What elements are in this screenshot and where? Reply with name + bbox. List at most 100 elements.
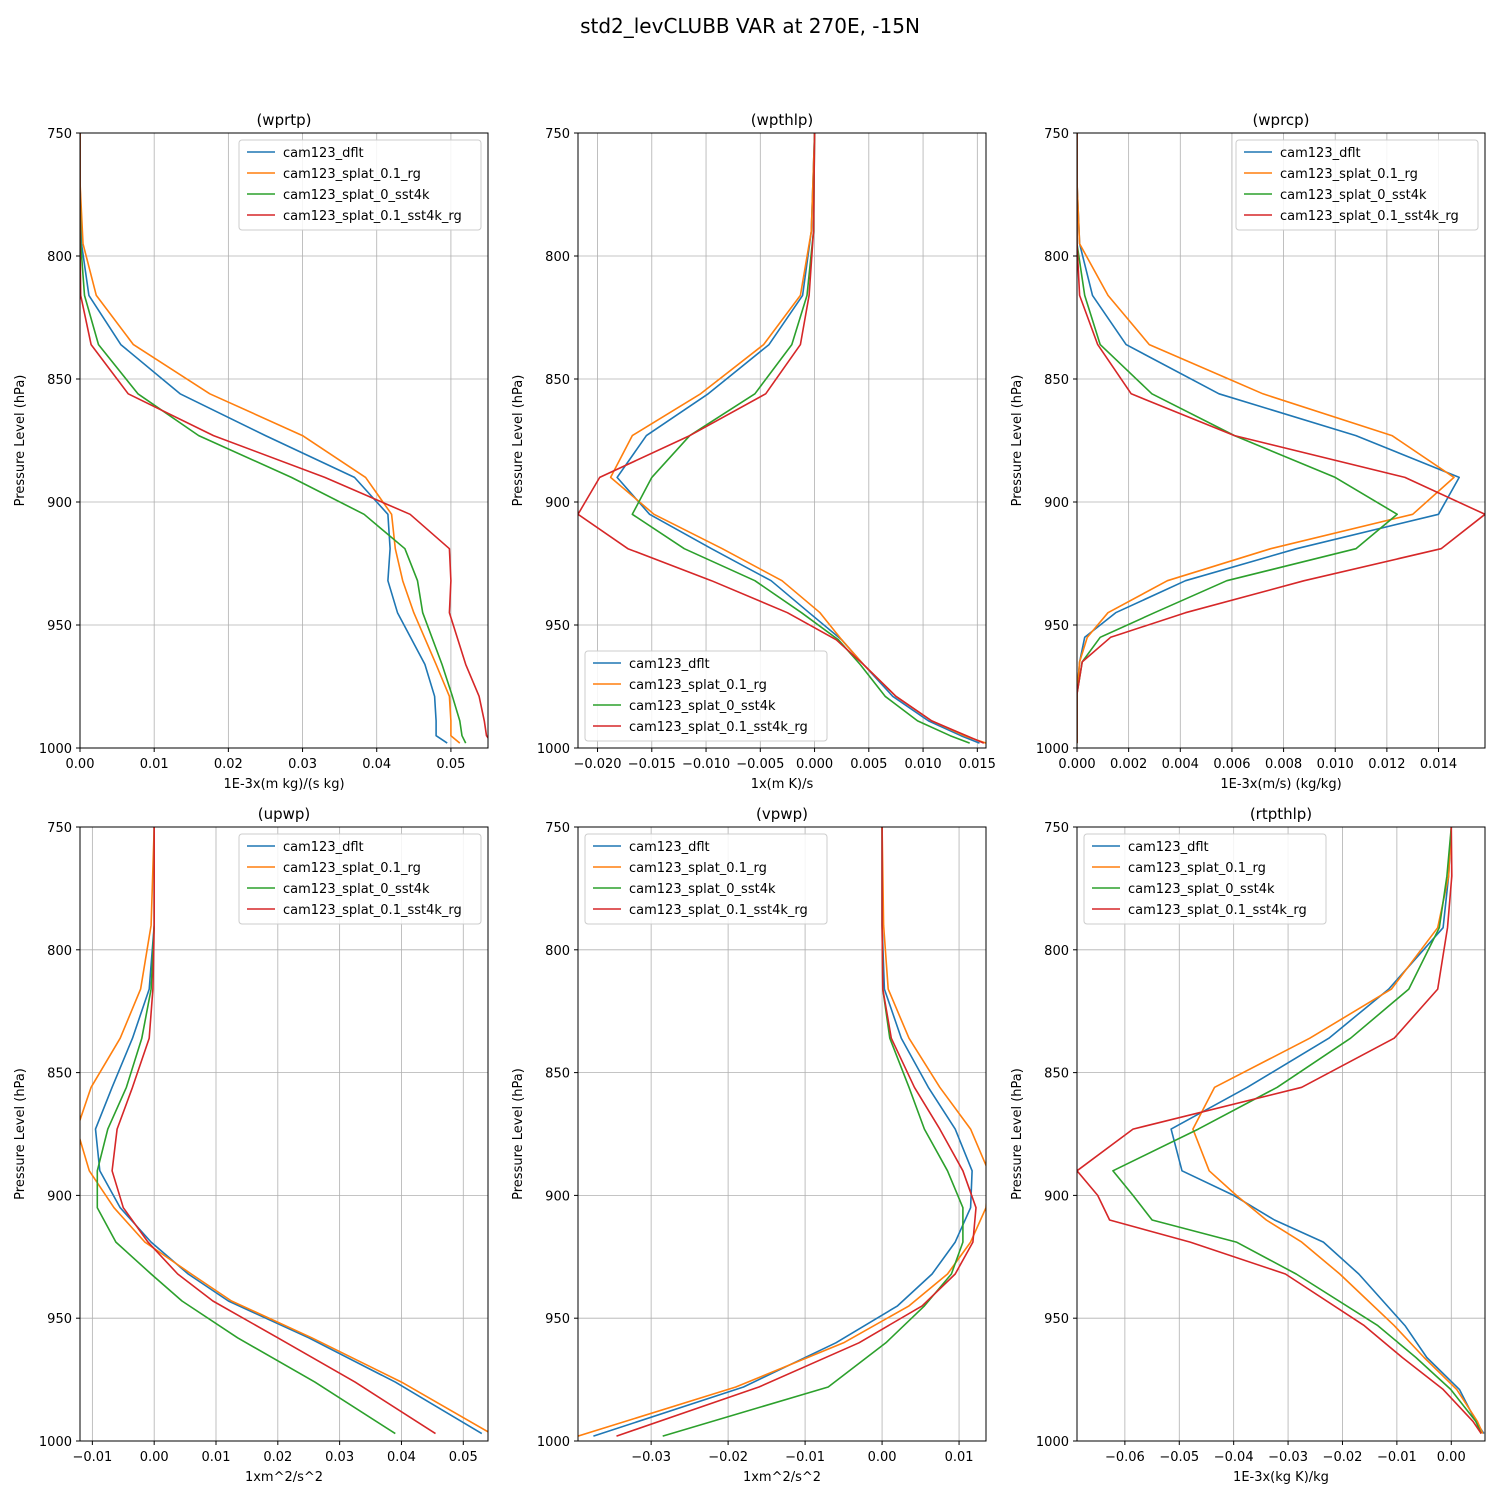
y-tick-label: 800 bbox=[47, 944, 72, 959]
legend-box bbox=[584, 833, 828, 925]
x-axis-label: 1xm^2/s^2 bbox=[245, 1470, 323, 1485]
series-line-cam123_splat_0.1_sst4k_rg bbox=[1077, 133, 1485, 744]
y-tick-label: 950 bbox=[47, 1312, 72, 1327]
y-tick-label: 800 bbox=[47, 250, 72, 265]
series-line-cam123_splat_0.1_rg bbox=[1077, 133, 1455, 744]
legend: cam123_dflt cam123_splat_0.1_rg cam123_spl… bbox=[238, 833, 482, 925]
legend-entry: cam123_splat_0.1_sst4k_rg bbox=[629, 720, 808, 735]
x-tick-label: −0.02 bbox=[708, 1450, 748, 1465]
x-tick-label: −0.05 bbox=[1159, 1450, 1199, 1465]
x-tick-label: 0.01 bbox=[140, 757, 169, 772]
y-tick-label: 900 bbox=[1044, 496, 1069, 511]
y-tick-label: 1000 bbox=[1036, 742, 1069, 757]
axes-frame bbox=[79, 826, 489, 1442]
x-tick-label: 0.004 bbox=[1162, 757, 1199, 772]
x-tick-label: 0.000 bbox=[1058, 757, 1095, 772]
x-tick-label: 0.014 bbox=[1420, 757, 1457, 772]
series-line-cam123_splat_0.1_rg bbox=[578, 827, 986, 1437]
panel-wprtp: 0.00 0.01 0.02 0.03 0.04 0.05 750 800 850 900 950 1… bbox=[13, 111, 489, 792]
legend: cam123_dflt cam123_splat_0.1_rg cam123_spl… bbox=[584, 650, 828, 742]
series-line-cam123_splat_0.1_sst4k_rg bbox=[1077, 827, 1482, 1435]
series-line-cam123_splat_0_sst4k bbox=[80, 133, 467, 744]
x-tick-label: 0.005 bbox=[850, 757, 887, 772]
x-tick-label: 0.006 bbox=[1213, 757, 1250, 772]
series-line-cam123_dflt bbox=[593, 827, 973, 1437]
y-tick-label: 1000 bbox=[1036, 1435, 1069, 1450]
x-tick-label: 0.02 bbox=[263, 1450, 292, 1465]
legend-box bbox=[238, 139, 482, 231]
y-tick-label: 900 bbox=[47, 496, 72, 511]
x-tick-label: −0.005 bbox=[736, 757, 784, 772]
panel-title: (wpthlp) bbox=[751, 111, 814, 129]
legend-entry: cam123_splat_0.1_rg bbox=[629, 861, 767, 876]
legend-entry: cam123_splat_0.1_rg bbox=[283, 167, 421, 182]
x-tick-label: 0.02 bbox=[214, 757, 243, 772]
legend: cam123_dflt cam123_splat_0.1_rg cam123_spl… bbox=[1235, 139, 1479, 231]
axes-frame bbox=[1076, 826, 1486, 1442]
x-tick-label: 0.03 bbox=[325, 1450, 354, 1465]
legend-entry: cam123_splat_0_sst4k bbox=[629, 699, 776, 714]
legend-entry: cam123_dflt bbox=[1128, 840, 1209, 855]
y-tick-label: 800 bbox=[545, 250, 570, 265]
y-tick-label: 900 bbox=[47, 1189, 72, 1204]
panel-rtpthlp: −0.06 −0.05 −0.04 −0.03 −0.02 −0.01 0.00 750 800… bbox=[1010, 805, 1486, 1485]
legend-entry: cam123_splat_0.1_rg bbox=[629, 678, 767, 693]
x-tick-label: −0.02 bbox=[1323, 1450, 1363, 1465]
legend-box bbox=[584, 650, 828, 742]
legend-entry: cam123_splat_0.1_sst4k_rg bbox=[283, 903, 462, 918]
y-tick-label: 750 bbox=[47, 127, 72, 142]
panel-title: (rtpthlp) bbox=[1250, 805, 1312, 823]
y-tick-label: 950 bbox=[545, 619, 570, 634]
y-tick-label: 950 bbox=[47, 619, 72, 634]
x-tick-label: 0.010 bbox=[904, 757, 941, 772]
axes-frame bbox=[577, 132, 987, 749]
x-tick-label: 0.010 bbox=[1317, 757, 1354, 772]
x-tick-label: 0.012 bbox=[1368, 757, 1405, 772]
legend-entry: cam123_splat_0.1_rg bbox=[1280, 167, 1418, 182]
y-tick-label: 950 bbox=[1044, 1312, 1069, 1327]
y-tick-label: 1000 bbox=[537, 1435, 570, 1450]
y-tick-label: 850 bbox=[1044, 373, 1069, 388]
y-tick-label: 750 bbox=[545, 127, 570, 142]
x-tick-label: 0.008 bbox=[1265, 757, 1302, 772]
y-tick-label: 1000 bbox=[39, 742, 72, 757]
y-tick-label: 950 bbox=[545, 1312, 570, 1327]
series-line-cam123_splat_0_sst4k bbox=[1112, 827, 1482, 1434]
x-axis-label: 1E-3x(kg K)/kg bbox=[1233, 1470, 1329, 1485]
y-tick-label: 850 bbox=[47, 1067, 72, 1082]
y-tick-label: 1000 bbox=[39, 1435, 72, 1450]
x-tick-label: 0.04 bbox=[362, 757, 391, 772]
x-tick-label: 0.03 bbox=[288, 757, 317, 772]
x-tick-label: −0.06 bbox=[1105, 1450, 1145, 1465]
legend-entry: cam123_splat_0_sst4k bbox=[629, 882, 776, 897]
y-tick-label: 900 bbox=[545, 1189, 570, 1204]
y-tick-label: 750 bbox=[1044, 821, 1069, 836]
series-line-cam123_splat_0.1_rg bbox=[80, 827, 488, 1433]
x-tick-label: −0.01 bbox=[785, 1450, 825, 1465]
x-tick-label: −0.04 bbox=[1214, 1450, 1254, 1465]
series-line-cam123_splat_0.1_sst4k_rg bbox=[111, 827, 436, 1435]
series-line-cam123_dflt bbox=[80, 133, 448, 744]
x-tick-label: 0.00 bbox=[1437, 1450, 1466, 1465]
series-line-cam123_splat_0.1_sst4k_rg bbox=[616, 827, 977, 1437]
panel-upwp: −0.01 0.00 0.01 0.02 0.03 0.04 0.05 750 800 850 90… bbox=[13, 805, 489, 1485]
x-tick-label: 0.002 bbox=[1110, 757, 1147, 772]
y-tick-label: 850 bbox=[545, 373, 570, 388]
x-tick-label: 0.01 bbox=[945, 1450, 974, 1465]
legend: cam123_dflt cam123_splat_0.1_rg cam123_spl… bbox=[238, 139, 482, 231]
x-tick-label: 0.04 bbox=[387, 1450, 416, 1465]
series-line-cam123_splat_0_sst4k bbox=[1077, 133, 1398, 744]
panel-title: (wprcp) bbox=[1252, 111, 1309, 129]
series-line-cam123_splat_0.1_rg bbox=[80, 133, 461, 744]
x-tick-label: −0.010 bbox=[682, 757, 730, 772]
x-tick-label: 0.00 bbox=[66, 757, 95, 772]
x-tick-label: −0.01 bbox=[1377, 1450, 1417, 1465]
x-axis-label: 1E-3x(m kg)/(s kg) bbox=[223, 777, 344, 792]
figure-title: std2_levCLUBB VAR at 270E, -15N bbox=[580, 14, 920, 38]
x-axis-label: 1x(m K)/s bbox=[751, 777, 814, 792]
y-axis-label: Pressure Level (hPa) bbox=[511, 375, 526, 507]
legend-box bbox=[1235, 139, 1479, 231]
y-axis-label: Pressure Level (hPa) bbox=[1010, 1068, 1025, 1200]
x-tick-label: 0.015 bbox=[959, 757, 996, 772]
legend-entry: cam123_dflt bbox=[629, 840, 710, 855]
